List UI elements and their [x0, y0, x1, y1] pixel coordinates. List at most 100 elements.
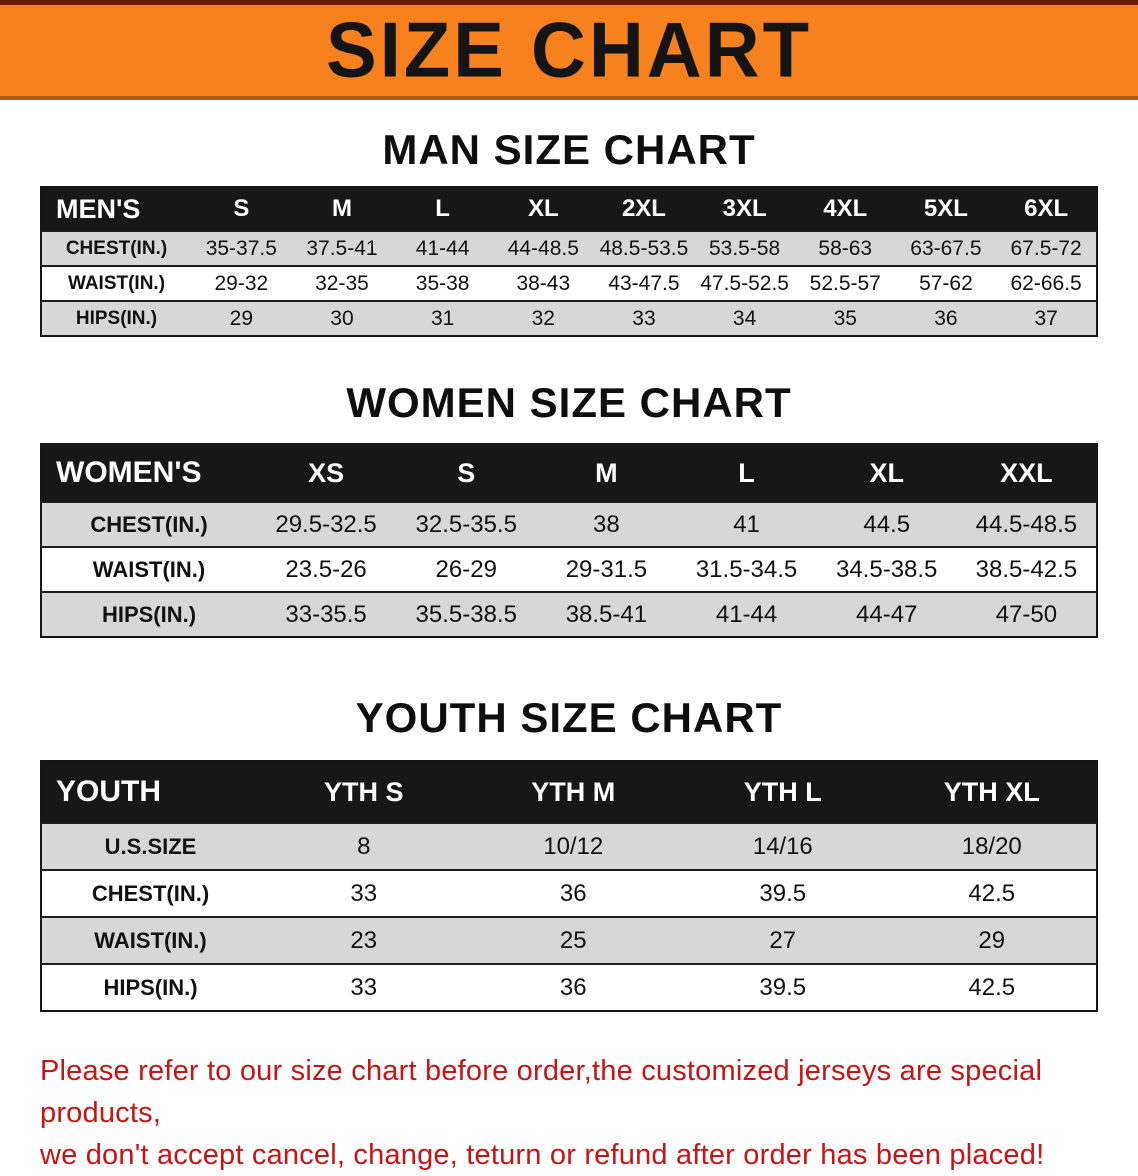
size-value-cell: 44-47 — [856, 600, 918, 628]
table-row: CHEST(IN.) 33 36 39.5 42.5 — [41, 870, 1097, 918]
size-value-cell: 23.5-26 — [285, 555, 367, 583]
youth-header-row: YOUTH YTH S YTH M YTH L YTH XL — [41, 761, 1097, 824]
measurement-label: WAIST(IN.) — [92, 556, 206, 582]
size-value-cell: 32.5-35.5 — [415, 510, 517, 538]
page-title: SIZE CHART — [326, 6, 812, 94]
youth-size-table: YOUTH YTH S YTH M YTH L YTH XL U.S.SIZE … — [40, 760, 1098, 1013]
size-value-cell: 29 — [229, 306, 253, 330]
size-value-cell: 35 — [833, 306, 857, 330]
measurement-label: U.S.SIZE — [104, 833, 197, 859]
size-value-cell: 36 — [559, 879, 587, 907]
size-value-cell: 33 — [350, 973, 378, 1001]
size-value-cell: 36 — [934, 306, 958, 330]
size-value-cell: 34 — [732, 306, 757, 330]
size-value-cell: 26-29 — [435, 555, 497, 583]
size-value-cell: 36 — [559, 973, 587, 1001]
size-value-cell: 31 — [430, 306, 455, 330]
footer-note-line1: Please refer to our size chart before or… — [40, 1055, 1043, 1130]
size-value-cell: 34.5-38.5 — [835, 555, 938, 583]
size-value-cell: 18/20 — [961, 832, 1022, 860]
size-value-cell: 63-67.5 — [910, 236, 982, 260]
size-column-header: 4XL — [794, 187, 896, 232]
size-value-cell: 29.5-32.5 — [275, 510, 377, 538]
size-column-header: XL — [816, 444, 957, 503]
size-value-cell: 29 — [978, 926, 1006, 954]
table-row: U.S.SIZE 8 10/12 14/16 18/20 — [41, 823, 1097, 871]
size-value-cell: 39.5 — [759, 973, 807, 1001]
size-value-cell: 32 — [531, 306, 555, 330]
women-corner-header: WOMEN'S — [41, 444, 256, 503]
size-value-cell: 44-48.5 — [507, 236, 579, 260]
size-column-header: 3XL — [694, 187, 795, 232]
measurement-label: CHEST(IN.) — [65, 237, 168, 259]
size-value-cell: 10/12 — [543, 832, 604, 860]
size-value-cell: 31.5-34.5 — [695, 555, 798, 583]
size-value-cell: 42.5 — [968, 973, 1016, 1001]
size-value-cell: 32-35 — [315, 271, 369, 295]
size-value-cell: 14/16 — [752, 832, 813, 860]
size-column-header: L — [392, 187, 493, 232]
size-column-header: XS — [256, 444, 397, 503]
size-column-header: M — [536, 444, 677, 503]
size-column-header: YTH S — [259, 761, 469, 824]
table-row: HIPS(IN.) 33 36 39.5 42.5 — [41, 964, 1097, 1012]
size-value-cell: 57-62 — [919, 271, 973, 295]
youth-section-heading: YOUTH SIZE CHART — [355, 694, 783, 742]
measurement-label: HIPS(IN.) — [75, 307, 158, 329]
men-corner-header: MEN'S — [41, 187, 191, 232]
youth-corner-header: YOUTH — [41, 761, 259, 824]
size-value-cell: 43-47.5 — [608, 271, 680, 295]
size-value-cell: 38.5-41 — [565, 600, 648, 628]
table-row: HIPS(IN.) 33-35.5 35.5-38.5 38.5-41 41-4… — [41, 592, 1097, 638]
size-value-cell: 44.5 — [863, 510, 911, 538]
size-column-header: YTH L — [678, 761, 888, 824]
size-column-header: L — [676, 444, 817, 503]
measurement-label: WAIST(IN.) — [94, 927, 207, 953]
size-value-cell: 8 — [357, 832, 371, 860]
size-value-cell: 37 — [1034, 306, 1058, 330]
size-value-cell: 42.5 — [968, 879, 1016, 907]
size-column-header: 5XL — [895, 187, 997, 232]
table-row: WAIST(IN.) 29-32 32-35 35-38 38-43 43-47… — [41, 266, 1097, 302]
women-header-row: WOMEN'S XS S M L XL XXL — [41, 444, 1097, 503]
men-size-table: MEN'S S M L XL 2XL 3XL 4XL 5XL 6XL CHEST… — [40, 186, 1098, 338]
size-value-cell: 39.5 — [759, 879, 807, 907]
measurement-label: CHEST(IN.) — [90, 511, 208, 537]
size-value-cell: 33-35.5 — [285, 600, 367, 628]
size-value-cell: 35-38 — [415, 271, 470, 295]
size-value-cell: 41-44 — [415, 236, 470, 260]
size-column-header: XL — [492, 187, 594, 232]
size-value-cell: 38.5-42.5 — [975, 555, 1078, 583]
size-value-cell: 23 — [350, 926, 378, 954]
size-column-header: XXL — [956, 444, 1097, 503]
size-value-cell: 52.5-57 — [809, 271, 881, 295]
size-column-header: S — [396, 444, 537, 503]
size-value-cell: 41 — [733, 510, 760, 538]
size-value-cell: 35-37.5 — [205, 236, 277, 260]
size-value-cell: 48.5-53.5 — [599, 236, 689, 260]
size-value-cell: 53.5-58 — [708, 236, 781, 260]
size-value-cell: 29-31.5 — [565, 555, 648, 583]
banner: SIZE CHART — [0, 0, 1138, 100]
footer-note-line2: we don't accept cancel, change, teturn o… — [40, 1139, 1045, 1172]
measurement-label: HIPS(IN.) — [101, 601, 197, 627]
size-value-cell: 67.5-72 — [1010, 236, 1082, 260]
table-row: HIPS(IN.) 29 30 31 32 33 34 35 36 37 — [41, 301, 1097, 337]
size-value-cell: 47-50 — [995, 600, 1058, 628]
size-column-header: S — [191, 187, 292, 232]
size-value-cell: 33 — [632, 306, 656, 330]
size-value-cell: 47.5-52.5 — [700, 271, 789, 295]
measurement-label: CHEST(IN.) — [91, 880, 210, 906]
size-value-cell: 38 — [593, 510, 620, 538]
measurement-label: WAIST(IN.) — [67, 272, 166, 294]
size-value-cell: 25 — [559, 926, 587, 954]
size-value-cell: 62-66.5 — [1010, 271, 1082, 295]
women-size-table: WOMEN'S XS S M L XL XXL CHEST(IN.) 29.5-… — [40, 443, 1098, 639]
size-value-cell: 33 — [350, 879, 378, 907]
table-row: WAIST(IN.) 23 25 27 29 — [41, 917, 1097, 965]
size-value-cell: 29-32 — [214, 271, 269, 295]
measurement-label: HIPS(IN.) — [103, 974, 198, 1000]
size-value-cell: 27 — [769, 926, 797, 954]
size-value-cell: 35.5-38.5 — [415, 600, 517, 628]
size-value-cell: 58-63 — [818, 236, 873, 260]
